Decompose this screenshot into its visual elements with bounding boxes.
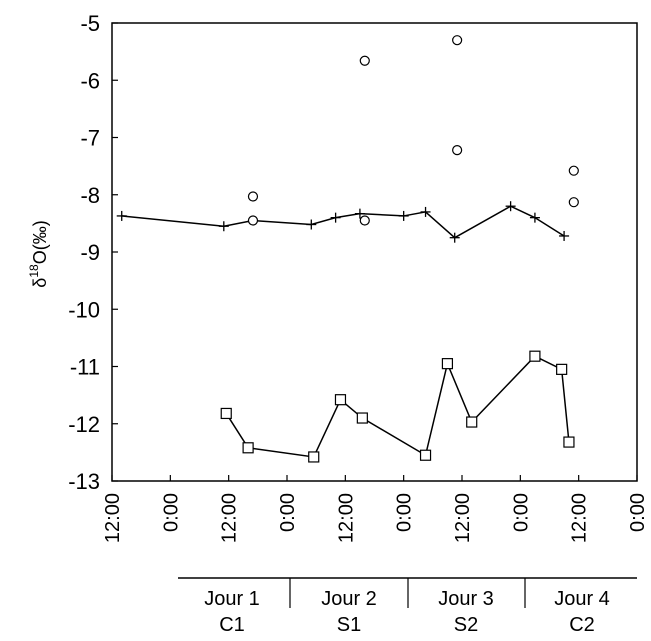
group-code-label: C1 — [219, 614, 245, 636]
series-plus — [116, 201, 570, 243]
square-point — [529, 350, 541, 362]
svg-text:δ18O(‰): δ18O(‰) — [27, 220, 50, 287]
series-line — [121, 205, 565, 239]
series-square — [220, 350, 575, 463]
plus-point — [218, 221, 229, 232]
y-tick-label: -9 — [80, 240, 100, 265]
x-tick-label: 0:00 — [627, 493, 649, 532]
x-tick-label: 12:00 — [102, 493, 124, 543]
group-day-label: Jour 1 — [204, 588, 260, 610]
x-tick-label: 12:00 — [452, 493, 474, 543]
y-tick-label: -13 — [68, 469, 100, 494]
square-point — [220, 407, 232, 420]
square-point — [563, 436, 575, 448]
plus-point — [420, 206, 431, 217]
square-point — [556, 363, 568, 375]
circle-point — [359, 215, 370, 226]
x-tick-label: 0:00 — [394, 493, 416, 532]
series-layer — [116, 35, 579, 463]
group-day-label: Jour 4 — [554, 588, 610, 610]
y-axis: -5 -6 -7 -8 -9 -10 -11 -12 -13 — [68, 11, 118, 494]
plus-point — [306, 219, 317, 230]
series-circle — [247, 35, 579, 226]
x-tick-label: 12:00 — [335, 493, 357, 543]
square-point — [242, 442, 254, 454]
group-code-label: S2 — [454, 614, 478, 636]
plus-point — [398, 210, 409, 221]
square-point — [441, 358, 454, 370]
y-tick-label: -6 — [80, 68, 100, 93]
y-label-delta: δ — [30, 278, 50, 288]
y-tick-label: -7 — [80, 126, 100, 151]
circle-point — [247, 215, 259, 226]
circle-point — [359, 55, 370, 66]
y-tick-label: -10 — [68, 297, 100, 322]
y-axis-label: δ18O(‰) — [27, 220, 50, 287]
plus-point — [559, 230, 570, 241]
plus-point — [330, 212, 341, 223]
square-point — [308, 451, 320, 463]
square-point — [466, 416, 478, 428]
x-tick-label: 12:00 — [569, 493, 591, 543]
y-label-superscript: 18 — [27, 264, 41, 278]
x-axis: 12:00 0:00 12:00 0:00 12:00 0:00 12:00 0:00 12:0… — [102, 475, 649, 543]
group-day-label: Jour 3 — [438, 588, 494, 610]
square-point — [356, 412, 368, 424]
circle-point — [568, 197, 579, 208]
square-point — [334, 394, 347, 406]
plot-area — [111, 22, 638, 482]
y-tick-label: -5 — [80, 11, 100, 36]
circle-point — [247, 191, 259, 202]
y-label-text: O(‰) — [30, 220, 50, 264]
x-tick-label: 12:00 — [219, 493, 241, 543]
y-tick-label: -11 — [70, 355, 100, 380]
group-code-label: C2 — [569, 614, 595, 636]
day-groups: Jour 1 C1 Jour 2 S1 Jour 3 S2 Jour 4 C2 — [178, 577, 637, 636]
plus-point — [354, 208, 365, 219]
series-line — [225, 355, 570, 458]
plus-point — [449, 232, 460, 243]
group-code-label: S1 — [337, 614, 361, 636]
plus-point — [529, 212, 540, 223]
circle-point — [452, 144, 463, 156]
group-day-label: Jour 2 — [321, 588, 377, 610]
circle-point — [452, 35, 463, 46]
circle-point — [568, 165, 579, 176]
x-tick-label: 0:00 — [277, 493, 299, 532]
square-point — [419, 449, 432, 461]
plus-point — [116, 210, 127, 221]
plus-point — [505, 201, 516, 212]
y-tick-label: -8 — [80, 183, 100, 208]
x-tick-label: 0:00 — [160, 493, 182, 532]
y-tick-label: -12 — [68, 412, 100, 437]
x-tick-label: 0:00 — [510, 493, 532, 532]
